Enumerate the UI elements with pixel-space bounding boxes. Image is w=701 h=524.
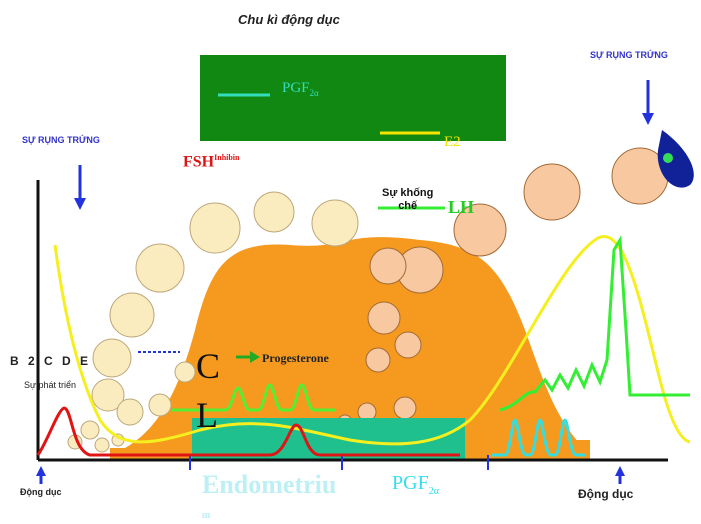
legend-e2-label: E2 — [444, 134, 461, 150]
fsh-curve — [36, 406, 460, 457]
follicle — [109, 292, 155, 338]
endometrium-label: Endometriu — [202, 470, 337, 499]
legend-box — [200, 55, 506, 141]
ovulation-right-label: SỰ RỤNG TRỨNG — [590, 50, 668, 60]
follicle — [394, 331, 422, 359]
pgf-bottom-label: PGF2α — [392, 472, 439, 497]
follicle — [393, 396, 417, 420]
corpus-luteum-area — [110, 237, 590, 455]
follicle — [135, 243, 185, 293]
follicle — [367, 301, 401, 335]
follicle — [94, 437, 110, 453]
follicle-stage-letters: B 2 C D E — [10, 354, 92, 368]
corpus-luteum-c-letter: C — [196, 346, 221, 386]
pgf-pulses — [492, 418, 585, 457]
estrus-right-label: Động dục — [578, 487, 634, 501]
follicle — [189, 202, 241, 254]
ovulation-left-label: SỰ RỤNG TRỨNG — [22, 135, 100, 145]
progesterone-arrow-icon — [236, 351, 260, 363]
progesterone-label: Progesterone — [262, 351, 329, 365]
follicle — [253, 191, 295, 233]
ovulation-right-arrow-icon — [642, 80, 654, 125]
corpus-luteum-l-letter: L — [196, 395, 218, 435]
follicle — [369, 247, 407, 285]
lh-curve — [499, 235, 690, 412]
follicle-growth-label: Sự phát triển — [24, 380, 77, 390]
follicle — [453, 203, 507, 257]
estrus-left-label: Động dục — [20, 487, 62, 497]
follicle — [174, 361, 196, 383]
follicle — [148, 393, 172, 417]
follicle — [311, 199, 359, 247]
follicle — [523, 163, 581, 221]
follicle — [80, 420, 100, 440]
small-follicles — [67, 191, 359, 453]
progesterone-wave — [172, 383, 335, 412]
follicle — [116, 398, 144, 426]
follicle — [92, 338, 132, 378]
estrus-right-arrow-icon — [615, 466, 625, 484]
lh-label: LH — [448, 197, 475, 217]
diagram-title: Chu kì động dục — [238, 12, 340, 27]
fsh-label: FSHInhibin — [183, 153, 240, 171]
inhibition-label: Sự khống chế — [382, 187, 434, 212]
estrus-left-arrow-icon — [36, 466, 46, 484]
large-follicles — [337, 147, 669, 439]
estrogen-curve — [53, 235, 691, 446]
endometrium-label-tail: m — [202, 510, 211, 521]
follicle — [91, 378, 125, 412]
ovulation-left-arrow-icon — [74, 165, 86, 210]
ovum-icon — [657, 130, 694, 188]
follicle — [365, 347, 391, 373]
legend-pgf-label: PGF2α — [282, 80, 319, 98]
